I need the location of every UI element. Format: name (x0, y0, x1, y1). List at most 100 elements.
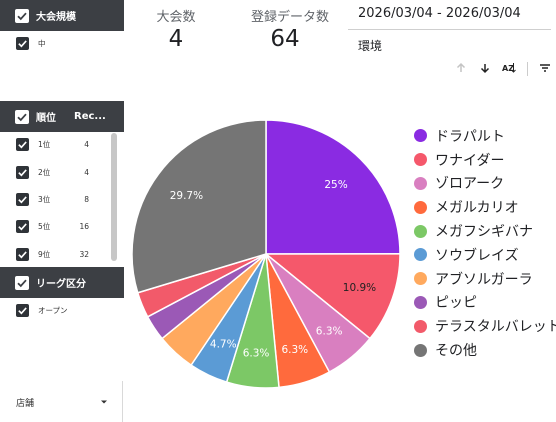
check-icon (17, 279, 27, 287)
pie-slice[interactable] (265, 119, 401, 255)
rank-option-row[interactable]: 1位 4 (0, 132, 110, 156)
check-icon (18, 250, 27, 258)
option-label: オープン (38, 305, 68, 315)
option-checkbox[interactable] (16, 303, 29, 317)
legend-label: その他 (435, 343, 477, 360)
rank-option-row[interactable]: 5位 16 (0, 214, 110, 238)
pie-slice-label: 25% (324, 179, 347, 191)
filter-option-row[interactable]: オープン (0, 298, 110, 322)
scorecard-value-records: 64 (270, 26, 300, 52)
environment-label: 環境 (358, 39, 383, 53)
option-label: 2位 (38, 167, 51, 177)
caret-down-icon (101, 400, 107, 404)
check-icon (18, 39, 27, 47)
option-count: 8 (84, 194, 89, 204)
legend-swatch (414, 272, 427, 286)
legend-item[interactable]: テラスタルバレット (414, 314, 556, 338)
check-icon (18, 195, 27, 203)
rank-option-row[interactable]: 9位 32 (0, 242, 110, 266)
svg-text:AZ: AZ (502, 64, 514, 73)
pie-slice[interactable] (131, 119, 267, 294)
store-dropdown-label: 店舗 (16, 398, 35, 409)
legend-swatch (414, 200, 427, 214)
legend-label: ピッピ (435, 295, 477, 312)
select-all-checkbox[interactable] (15, 275, 29, 290)
option-label: 3位 (38, 194, 51, 204)
legend-swatch (414, 248, 427, 262)
legend-label: メガルカリオ (435, 200, 519, 217)
divider (122, 381, 123, 422)
sort-az-icon[interactable]: AZ (502, 61, 516, 75)
legend-item[interactable]: ソウブレイズ (414, 243, 556, 267)
legend-label: ゾロアーク (435, 176, 505, 193)
toolbar-divider (527, 62, 528, 76)
sort-ascending-icon[interactable] (454, 61, 468, 75)
filter-header-tournament-scale[interactable]: 大会規模 (0, 0, 124, 31)
legend-item[interactable]: ピッピ (414, 291, 556, 315)
legend-label: ドラパルト (435, 128, 505, 145)
select-all-checkbox[interactable] (15, 8, 29, 23)
store-dropdown[interactable]: 店舗 (16, 393, 108, 411)
option-checkbox[interactable] (16, 247, 29, 261)
scorecard-label-records: 登録データ数 (250, 10, 329, 25)
option-label: 1位 (38, 139, 51, 149)
option-count: 32 (79, 249, 89, 259)
legend-swatch (414, 319, 427, 333)
record-count-header[interactable]: Rec... (74, 111, 106, 122)
legend-item[interactable]: メガフシギバナ (414, 219, 556, 243)
filter-header-label: リーグ区分 (36, 279, 86, 290)
select-all-checkbox[interactable] (15, 109, 29, 124)
legend-label: ワナイダー (435, 152, 505, 169)
sort-descending-icon[interactable] (478, 61, 492, 75)
legend-swatch (414, 224, 427, 238)
rank-option-row[interactable]: 3位 8 (0, 187, 110, 211)
legend-swatch (414, 153, 427, 167)
option-checkbox[interactable] (16, 192, 29, 206)
pie-slice-label: 6.3% (281, 344, 308, 356)
pie-slice-label: 10.9% (343, 282, 376, 294)
rank-list-scrollbar[interactable] (110, 133, 118, 261)
filter-header-league[interactable]: リーグ区分 (0, 267, 124, 298)
legend-label: テラスタルバレット (435, 319, 556, 336)
legend-swatch (414, 295, 427, 309)
legend-item[interactable]: その他 (414, 338, 556, 362)
legend-item[interactable]: メガルカリオ (414, 195, 556, 219)
option-checkbox[interactable] (16, 219, 29, 233)
option-count: 4 (84, 139, 89, 149)
pie-slice-label: 6.3% (316, 325, 343, 337)
rank-option-row[interactable]: 2位 4 (0, 160, 110, 184)
option-label: 中 (38, 38, 46, 48)
filter-header-rank[interactable]: 順位 Rec... (0, 101, 124, 132)
filter-header-label: 大会規模 (36, 12, 76, 23)
legend-item[interactable]: ドラパルト (414, 124, 556, 148)
pie-slice[interactable] (263, 253, 401, 340)
legend-item[interactable]: ワナイダー (414, 148, 556, 172)
filter-option-row[interactable]: 中 (0, 31, 110, 55)
legend-item[interactable]: ゾロアーク (414, 172, 556, 196)
legend-swatch (414, 176, 427, 190)
date-range-picker[interactable]: 2026/03/04 - 2026/03/04 (358, 6, 521, 21)
filter-header-label: 順位 (36, 113, 56, 124)
legend-swatch (414, 343, 427, 357)
option-checkbox[interactable] (16, 165, 29, 179)
legend-item[interactable]: アブソルガーラ (414, 267, 556, 291)
chart-legend: ドラパルト ワナイダー ゾロアーク メガルカリオ メガフシギバナ ソウブレイズ … (414, 124, 556, 362)
check-icon (18, 306, 27, 314)
option-label: 5位 (38, 221, 51, 231)
filter-list-icon[interactable] (538, 61, 552, 75)
pie-slice-label: 6.3% (243, 348, 270, 360)
scorecard-label-tournaments: 大会数 (156, 10, 196, 25)
check-icon (18, 140, 27, 148)
option-checkbox[interactable] (16, 36, 29, 50)
legend-label: ソウブレイズ (435, 247, 519, 264)
check-icon (17, 12, 27, 20)
legend-label: アブソルガーラ (435, 271, 533, 288)
pie-slice-label: 4.7% (210, 338, 237, 350)
check-icon (18, 222, 27, 230)
option-checkbox[interactable] (16, 137, 29, 151)
date-range-underline (348, 29, 551, 30)
check-icon (18, 168, 27, 176)
scrollbar-thumb[interactable] (111, 133, 117, 261)
legend-label: メガフシギバナ (435, 224, 533, 241)
